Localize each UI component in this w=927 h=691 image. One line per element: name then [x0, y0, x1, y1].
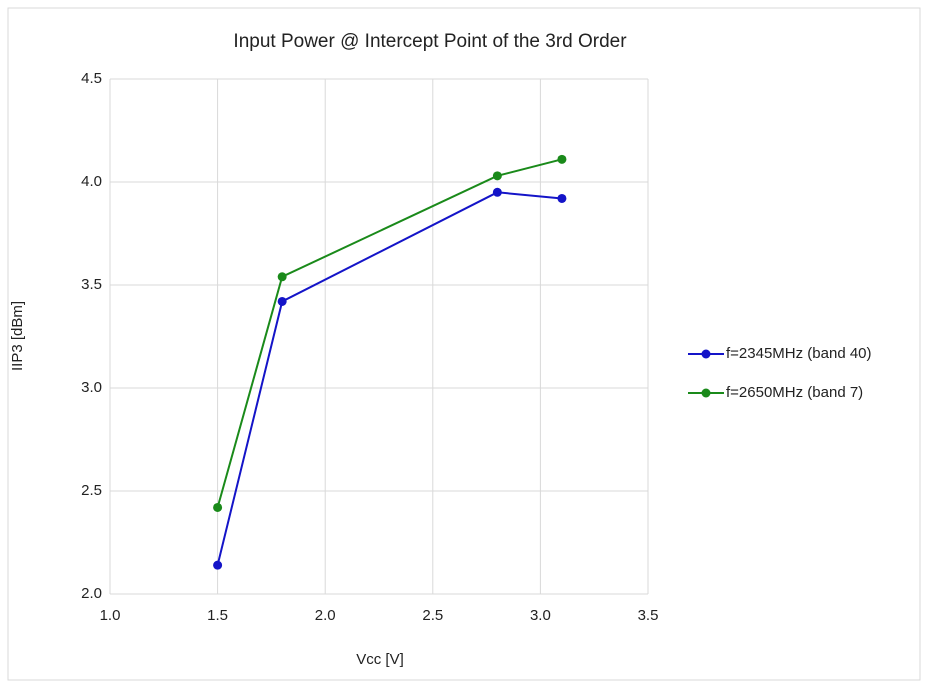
data-point [213, 502, 223, 512]
y-tick-label: 2.0 [81, 585, 102, 602]
x-tick-label: 2.5 [422, 607, 443, 624]
x-tick-label: 2.0 [315, 607, 336, 624]
y-tick-label: 4.0 [81, 173, 102, 190]
data-point [557, 154, 567, 164]
data-point [213, 560, 223, 570]
y-tick-label: 2.5 [81, 482, 102, 499]
y-tick-label: 3.0 [81, 379, 102, 396]
chart-title: Input Power @ Intercept Point of the 3rd… [233, 31, 627, 52]
data-point [557, 193, 567, 203]
legend-marker [701, 349, 711, 359]
data-point [277, 296, 287, 306]
data-point [492, 171, 502, 181]
x-tick-label: 1.5 [207, 607, 228, 624]
legend-marker [701, 388, 711, 398]
data-point [492, 187, 502, 197]
x-axis-label: Vcc [V] [356, 651, 404, 668]
x-tick-label: 3.0 [530, 607, 551, 624]
x-tick-label: 1.0 [100, 607, 121, 624]
y-axis-label: IIP3 [dBm] [9, 301, 26, 371]
series-line [216, 158, 563, 508]
chart-frame [7, 7, 921, 681]
data-point [277, 272, 287, 282]
legend-label: f=2345MHz (band 40) [726, 345, 872, 362]
legend-label: f=2650MHz (band 7) [726, 384, 863, 401]
series-line [216, 191, 563, 566]
y-tick-label: 4.5 [81, 70, 102, 87]
y-tick-label: 3.5 [81, 276, 102, 293]
x-tick-label: 3.5 [638, 607, 659, 624]
